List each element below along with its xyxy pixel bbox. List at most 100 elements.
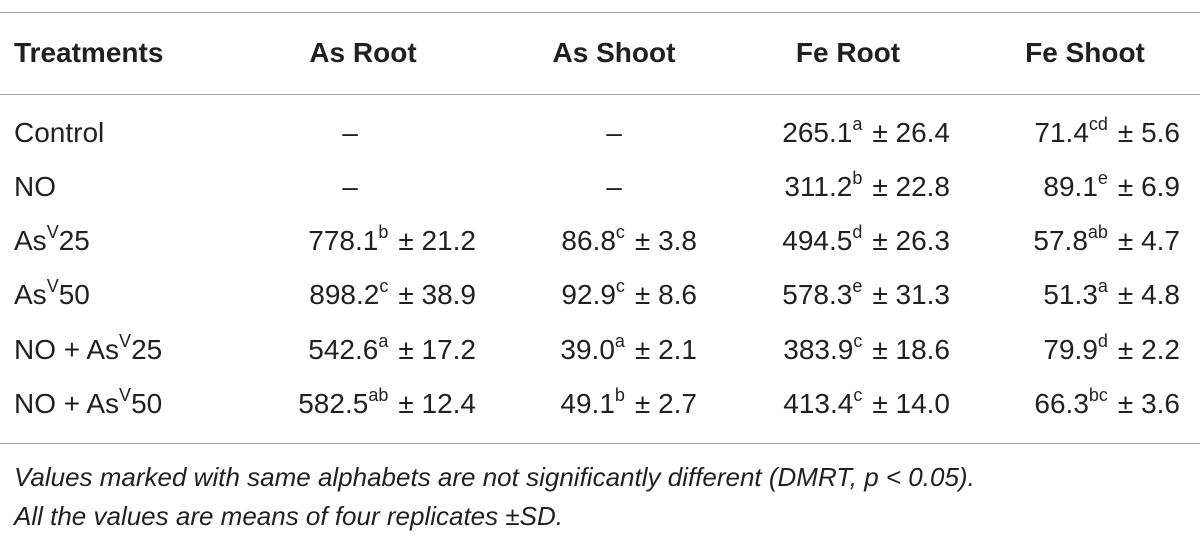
significance-letter: e — [852, 276, 863, 296]
mean: 79.9 — [1043, 334, 1098, 365]
mean: 898.2 — [309, 279, 380, 310]
mean: 582.5 — [298, 388, 369, 419]
value-cell: 494.5d ± 26.3 — [782, 221, 950, 264]
sd: ± 26.3 — [872, 225, 950, 256]
value-cell: 265.1a ± 26.4 — [782, 113, 950, 156]
value-cell: 383.9c ± 18.6 — [783, 330, 950, 373]
empty-cell: – — [606, 171, 622, 202]
sd: ± 3.6 — [1117, 388, 1180, 419]
mean: 39.0 — [560, 334, 615, 365]
treatment-dose: 25 — [131, 334, 163, 365]
sd: ± 22.8 — [872, 171, 950, 202]
value-cell: 39.0a ± 2.1 — [560, 330, 697, 373]
significance-letter: b — [614, 385, 625, 405]
mean: 86.8 — [561, 225, 616, 256]
significance-letter: cd — [1088, 114, 1108, 134]
sd: ± 12.4 — [398, 388, 476, 419]
superscript: V — [119, 331, 132, 351]
mean: 413.4 — [783, 388, 854, 419]
treatment: NO + AsV50 — [14, 384, 162, 427]
sd: ± 14.0 — [872, 388, 950, 419]
mean: 542.6 — [308, 334, 379, 365]
superscript: V — [119, 385, 132, 405]
sd: ± 3.8 — [634, 225, 697, 256]
mean: 778.1 — [308, 225, 379, 256]
sd: ± 26.4 — [872, 117, 950, 148]
significance-letter: a — [852, 114, 863, 134]
footnote: All the values are means of four replica… — [14, 501, 563, 531]
sd: ± 17.2 — [398, 334, 476, 365]
significance-letter: b — [378, 222, 389, 242]
column-header: Fe Root — [795, 37, 901, 68]
sd: ± 4.8 — [1117, 279, 1180, 310]
mean: 89.1 — [1043, 171, 1098, 202]
treatment-name: Control — [14, 117, 105, 148]
bottom-rule — [0, 443, 1200, 444]
mean: 51.3 — [1043, 279, 1098, 310]
header-rule — [0, 94, 1200, 95]
superscript: V — [46, 276, 59, 296]
significance-letter: e — [1097, 168, 1108, 188]
treatment: NO + AsV25 — [14, 330, 162, 373]
significance-letter: c — [615, 276, 625, 296]
significance-letter: c — [615, 222, 625, 242]
treatment-name: NO + As — [14, 388, 120, 419]
significance-letter: bc — [1088, 385, 1108, 405]
column-header: Treatments — [14, 37, 164, 68]
mean: 311.2 — [784, 171, 853, 202]
empty-cell: – — [606, 117, 622, 148]
column-header: Fe Shoot — [1025, 37, 1145, 68]
sd: ± 8.6 — [634, 279, 697, 310]
sd: ± 2.7 — [634, 388, 697, 419]
treatment-name: NO — [14, 171, 56, 202]
mean: 494.5 — [782, 225, 853, 256]
treatment-dose: 50 — [131, 388, 163, 419]
treatment-name: As — [14, 279, 47, 310]
mean: 71.4 — [1034, 117, 1089, 148]
value-cell: 92.9c ± 8.6 — [561, 275, 697, 318]
value-cell: 49.1b ± 2.7 — [560, 384, 697, 427]
sd: ± 38.9 — [398, 279, 476, 310]
mean: 49.1 — [560, 388, 615, 419]
sd: ± 2.2 — [1117, 334, 1180, 365]
value-cell: 89.1e ± 6.9 — [1043, 167, 1180, 210]
footnote: Values marked with same alphabets are no… — [14, 462, 975, 492]
sd: ± 5.6 — [1117, 117, 1180, 148]
empty-cell: – — [342, 117, 358, 148]
significance-letter: a — [614, 331, 625, 351]
sd: ± 4.7 — [1117, 225, 1180, 256]
treatment-dose: 25 — [58, 225, 90, 256]
value-cell: 71.4cd ± 5.6 — [1034, 113, 1180, 156]
significance-letter: c — [853, 385, 863, 405]
treatment-name: NO + As — [14, 334, 120, 365]
sd: ± 31.3 — [872, 279, 950, 310]
significance-letter: ab — [368, 385, 389, 405]
empty-cell: – — [342, 171, 358, 202]
treatment: Control — [14, 113, 104, 153]
mean: 265.1 — [782, 117, 853, 148]
treatment-name: As — [14, 225, 47, 256]
significance-letter: a — [1097, 276, 1108, 296]
significance-letter: c — [853, 331, 863, 351]
significance-letter: d — [1097, 331, 1108, 351]
column-header: As Root — [309, 37, 417, 68]
significance-letter: ab — [1087, 222, 1108, 242]
top-rule — [0, 12, 1200, 13]
sd: ± 2.1 — [634, 334, 697, 365]
treatment: AsV25 — [14, 221, 90, 264]
column-header: As Shoot — [552, 37, 676, 68]
value-cell: 311.2b ± 22.8 — [784, 167, 950, 210]
value-cell: 51.3a ± 4.8 — [1043, 275, 1180, 318]
mean: 578.3 — [782, 279, 853, 310]
sd: ± 21.2 — [398, 225, 476, 256]
value-cell: 66.3bc ± 3.6 — [1034, 384, 1180, 427]
treatment: AsV50 — [14, 275, 90, 318]
mean: 57.8 — [1033, 225, 1088, 256]
mean: 66.3 — [1034, 388, 1089, 419]
sd: ± 6.9 — [1117, 171, 1180, 202]
value-cell: 582.5ab ± 12.4 — [298, 384, 476, 427]
treatment: NO — [14, 167, 56, 207]
treatment-dose: 50 — [58, 279, 90, 310]
value-cell: 542.6a ± 17.2 — [308, 330, 476, 373]
